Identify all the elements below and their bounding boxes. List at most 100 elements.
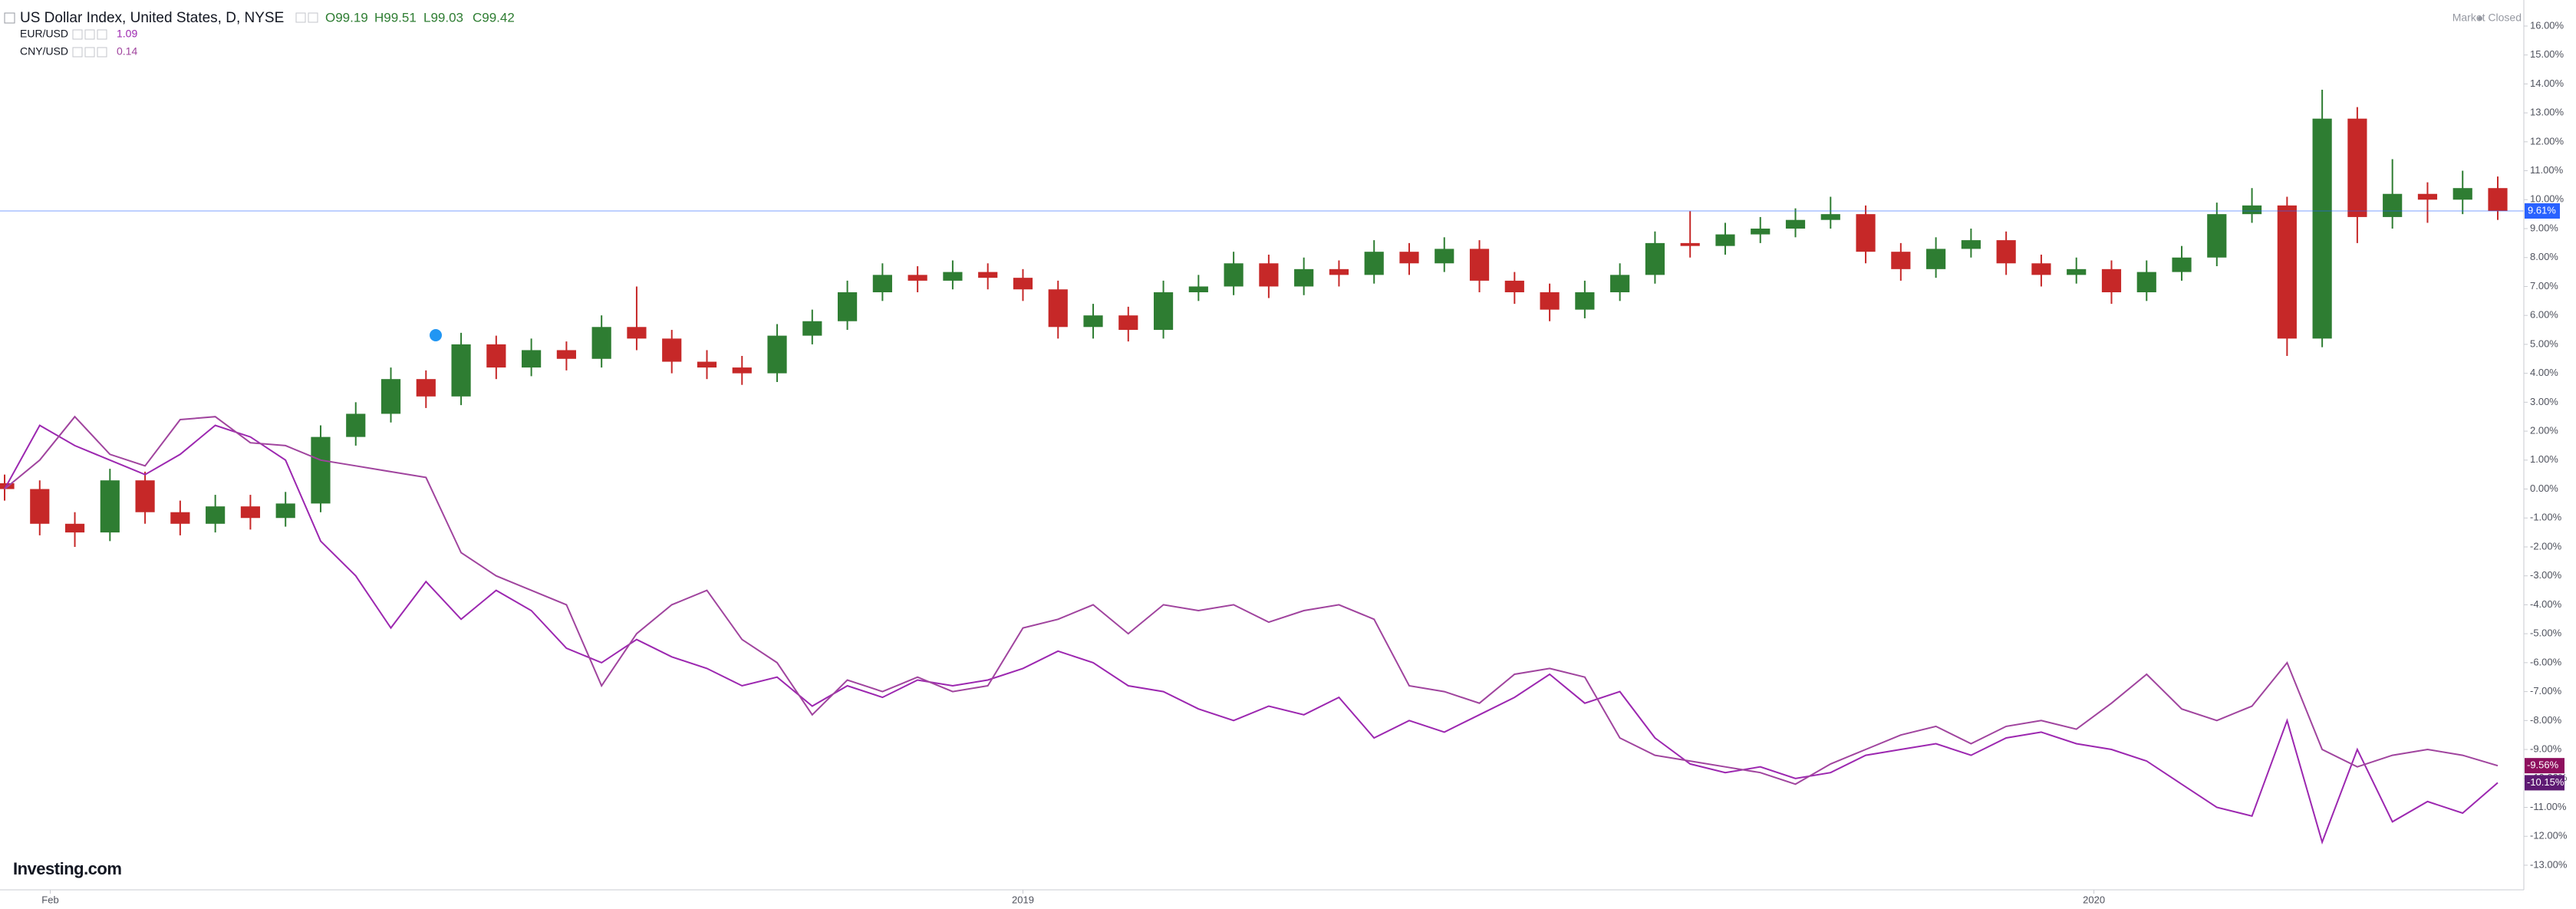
candle-body [2383, 193, 2403, 217]
candle-body [872, 275, 892, 293]
y-tick-label: 9.00% [2530, 222, 2558, 233]
candle-body [1961, 240, 1981, 249]
candle-body [1715, 234, 1735, 246]
legend-name: CNY/USD [20, 45, 68, 58]
candle-body [1751, 229, 1771, 235]
candle-body [2277, 205, 2297, 339]
eye-icon[interactable] [295, 12, 306, 23]
y-tick-label: -2.00% [2530, 540, 2562, 552]
candle-body [591, 327, 611, 359]
last-value-tag [2525, 758, 2564, 774]
ohlc-high: H99.51 [374, 10, 417, 25]
candle-body [732, 367, 752, 374]
y-tick-label: 13.00% [2530, 107, 2564, 118]
candle-body [522, 350, 542, 368]
x-tick-label: 2019 [1012, 894, 1034, 905]
candle-body [1504, 280, 1524, 293]
y-tick-label: 15.00% [2530, 48, 2564, 60]
y-tick-label: -5.00% [2530, 627, 2562, 639]
candle-body [2207, 214, 2227, 258]
candle-body [275, 503, 295, 519]
candle-body [1259, 263, 1279, 287]
candle-body [2101, 268, 2122, 293]
candle-body [838, 292, 858, 321]
candle-body [64, 523, 85, 533]
main-series-name: US Dollar Index, United States, D, NYSE [20, 10, 284, 26]
candle-body [1399, 252, 1419, 264]
y-tick-label: -4.00% [2530, 598, 2562, 610]
y-tick-label: 1.00% [2530, 453, 2558, 465]
candle-body [1048, 289, 1068, 328]
candle-body [1153, 292, 1174, 331]
candle-body [908, 275, 927, 281]
y-tick-label: -7.00% [2530, 685, 2562, 697]
candle-body [1083, 315, 1103, 328]
candle-body [2452, 188, 2472, 200]
candle-body [943, 272, 963, 281]
ohlc-low: L99.03 [423, 10, 463, 25]
candle-body [1645, 242, 1665, 275]
last-value-tag [2525, 775, 2564, 791]
event-marker[interactable] [430, 329, 442, 341]
y-tick-label: 11.00% [2530, 164, 2564, 176]
candle-body [1435, 249, 1454, 264]
series-line [4, 424, 2499, 845]
candle-body [1820, 214, 1840, 220]
candle-body [1013, 278, 1033, 290]
last-price-label: 9.61% [2528, 204, 2556, 216]
candle-body [240, 506, 261, 519]
candle-body [1856, 214, 1876, 252]
candle-body [1469, 249, 1490, 281]
candle-body [2031, 263, 2051, 275]
eye-icon[interactable] [72, 47, 83, 58]
collapse-icon[interactable] [4, 12, 15, 24]
candle-body [100, 480, 120, 533]
y-tick-label: 8.00% [2530, 251, 2558, 262]
y-tick-label: 12.00% [2530, 135, 2564, 147]
y-tick-label: 7.00% [2530, 280, 2558, 291]
y-tick-label: 14.00% [2530, 77, 2564, 89]
candle-body [1785, 219, 1806, 229]
candle-body [767, 335, 787, 374]
candle-body [135, 480, 155, 512]
y-tick-label: 0.00% [2530, 482, 2558, 494]
candle-body [451, 344, 471, 397]
candle-body [2136, 272, 2156, 293]
candle-body [1680, 242, 1700, 246]
x-tick-label: 2020 [2083, 894, 2105, 905]
candle-body [1364, 252, 1384, 275]
candle-body [1224, 263, 1244, 287]
candle-body [556, 350, 576, 359]
settings-icon[interactable] [84, 47, 95, 58]
y-tick-label: -12.00% [2530, 830, 2568, 841]
candle-body [2417, 193, 2438, 200]
candle-body [206, 506, 226, 524]
y-tick-label: 2.00% [2530, 425, 2558, 436]
remove-icon[interactable] [97, 29, 107, 40]
settings-icon[interactable] [84, 29, 95, 40]
candle-body [486, 344, 506, 368]
remove-icon[interactable] [97, 47, 107, 58]
market-status: Market Closed [2452, 12, 2522, 24]
candle-body [2488, 188, 2508, 212]
y-tick-label: 6.00% [2530, 309, 2558, 321]
candle-body [30, 489, 50, 524]
candle-body [2242, 205, 2262, 215]
candle-body [2312, 118, 2332, 339]
candle-body [2347, 118, 2367, 217]
y-tick-label: -11.00% [2530, 801, 2567, 812]
candle-body [1996, 240, 2016, 264]
eye-icon[interactable] [72, 29, 83, 40]
ohlc-close: C99.42 [473, 10, 515, 25]
candle-body [1540, 292, 1560, 310]
candle-body [2067, 268, 2087, 275]
x-tick-label: Feb [41, 894, 58, 905]
candle-body [697, 361, 717, 368]
y-tick-label: 4.00% [2530, 367, 2558, 378]
candle-body [627, 327, 647, 339]
y-tick-label: -8.00% [2530, 714, 2562, 726]
legend-value: 1.09 [117, 28, 137, 40]
settings-icon[interactable] [308, 12, 318, 23]
